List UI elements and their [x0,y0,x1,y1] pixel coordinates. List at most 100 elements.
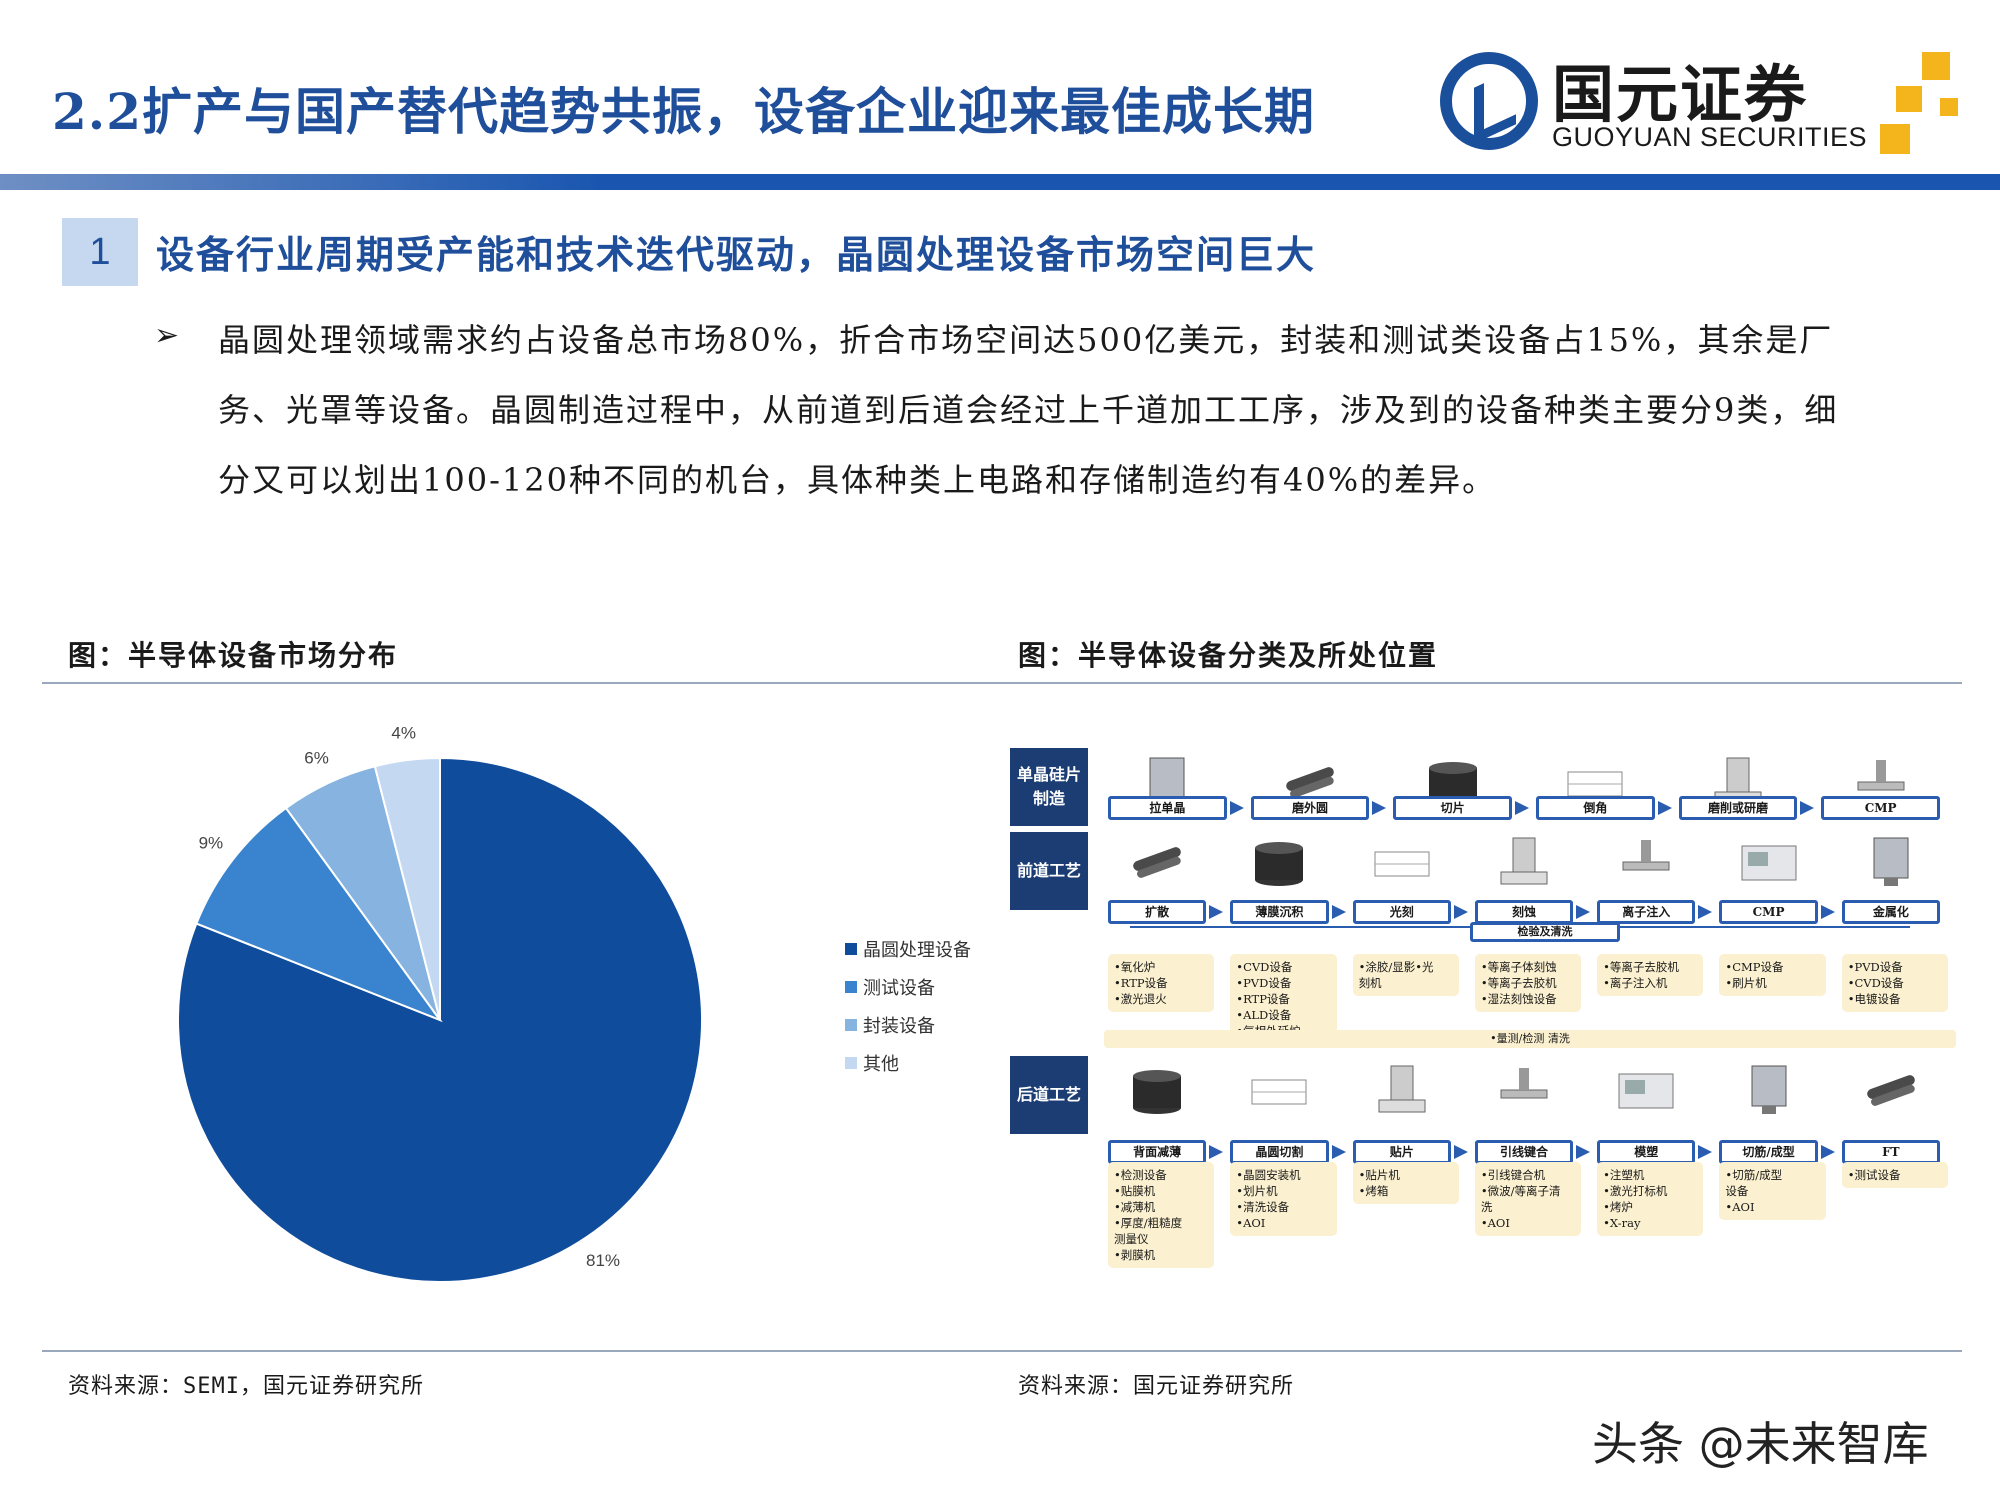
pie-data-label: 81% [586,1251,620,1270]
equipment-item: •电镀设备 [1847,992,1901,1006]
step-arrow-icon [1515,801,1529,815]
logo-square-icon [1896,86,1922,112]
equipment-item: •CMP设备 [1725,960,1784,974]
section-number: 1 [89,231,111,273]
logo-english-name: GUOYUAN SECURITIES [1552,122,1868,152]
legend-label: 晶圆处理设备 [863,940,971,961]
equipment-item: •氧化炉 [1114,960,1156,974]
pie-slice-2 [195,806,443,1023]
legend-item: 测试设备 [845,968,971,1006]
step-arrow-icon [1698,905,1713,919]
equipment-item: •减薄机 [1114,1200,1156,1214]
equipment-photo-icon [1489,832,1559,890]
equipment-list: •CMP设备 •刷片机 [1719,954,1826,996]
equipment-list: •晶圆安装机 •划片机 •清洗设备 •AOI [1230,1162,1337,1236]
arrow-bullet-icon: ➢ [154,318,180,353]
equipment-photo-icon [1856,832,1926,890]
equipment-photo-icon [1611,832,1681,890]
step-arrow-icon [1820,1145,1835,1159]
legend-item: 其他 [845,1044,971,1082]
equipment-item: •剥膜机 [1114,1248,1156,1262]
process-step: 磨外圆 [1250,796,1370,820]
step-arrow-icon [1800,801,1815,815]
equipment-photo-icon [1734,1060,1804,1118]
equipment-item: •涂胶/显影•光 [1358,960,1434,974]
figure-top-rule [42,682,1962,684]
process-step: 晶圆切割 [1230,1140,1329,1164]
process-step: 拉单晶 [1108,796,1227,820]
equipment-item: •微波/等离子清 [1480,1184,1561,1198]
legend-swatch [845,1057,857,1069]
equipment-item: •激光打标机 [1603,1184,1668,1198]
left-source-note: 资料来源：SEMI，国元证券研究所 [68,1374,424,1399]
logo-emblem-icon [1440,52,1538,150]
logo-square-icon [1940,98,1958,116]
equipment-list: •等离子体刻蚀 •等离子去胶机 •湿法刻蚀设备 [1474,954,1582,1012]
step-arrow-icon [1372,801,1387,815]
equipment-item: •AOI [1236,1216,1266,1230]
equipment-item: •PVD设备 [1236,976,1292,990]
process-step: 磨削或研磨 [1678,796,1798,820]
process-step: 背面减薄 [1108,1140,1207,1164]
pie-slice-4 [373,756,441,1021]
equipment-item: •引线键合机 [1480,1168,1546,1182]
equipment-list: •PVD设备 •CVD设备 •电镀设备 [1841,954,1948,1012]
process-step: 切片 [1393,796,1512,820]
equipment-item: •刷片机 [1725,976,1767,990]
equipment-photo-icon [1244,832,1314,890]
step-arrow-icon [1576,905,1591,919]
section-number-box: 1 [62,218,138,286]
right-figure-title: 图：半导体设备分类及所处位置 [1018,639,1439,672]
legend-swatch [845,981,857,993]
stage-label: 后道工艺 [1010,1056,1088,1134]
equipment-item: •切筋/成型 [1725,1168,1783,1182]
process-step: 扩散 [1108,900,1207,924]
legend-item: 封装设备 [845,1006,971,1044]
equipment-item: 洗 [1480,1200,1493,1214]
equipment-item: •AOI [1725,1200,1755,1214]
equipment-list: •等离子去胶机 •离子注入机 [1597,954,1704,996]
left-figure-title: 图：半导体设备市场分布 [68,639,399,672]
pie-legend: 晶圆处理设备测试设备封装设备其他 [845,930,971,1082]
process-step: 引线键合 [1474,1140,1574,1164]
process-step: FT [1841,1140,1940,1164]
process-step: 切筋/成型 [1719,1140,1818,1164]
legend-swatch [845,1019,857,1031]
equipment-item: •ALD设备 [1236,1008,1292,1022]
step-arrow-icon [1698,1145,1713,1159]
equipment-item: 刻机 [1358,976,1382,990]
process-step: 刻蚀 [1474,900,1574,924]
equipment-item: •X-ray [1603,1216,1641,1230]
equipment-item: 设备 [1725,1184,1749,1198]
equipment-item: •贴片机 [1358,1168,1400,1182]
process-step: CMP [1719,900,1818,924]
step-arrow-icon [1209,1145,1224,1159]
process-step: 薄膜沉积 [1230,900,1329,924]
equipment-item: •测试设备 [1847,1168,1901,1182]
watermark: 头条 @未来智库 [1592,1417,1929,1471]
step-arrow-icon [1209,905,1224,919]
header-bar [0,174,2000,190]
step-arrow-icon [1453,905,1468,919]
equipment-item: •烤箱 [1358,1184,1389,1198]
equipment-photo-icon [1734,832,1804,890]
equipment-item: •PVD设备 [1847,960,1903,974]
equipment-list: •检测设备 •贴膜机 •减薄机 •厚度/粗糙度 测量仪 •剥膜机 [1108,1162,1215,1268]
equipment-list: •注塑机 •激光打标机 •烤炉 •X-ray [1597,1162,1704,1236]
body-paragraph: 晶圆处理领域需求约占设备总市场80%，折合市场空间达500亿美元，封装和测试类设… [218,321,1839,499]
process-step: 贴片 [1352,1140,1451,1164]
pie-data-label: 9% [199,833,224,852]
section-title: 设备行业周期受产能和技术迭代驱动，晶圆处理设备市场空间巨大 [156,232,1317,277]
step-arrow-icon [1657,801,1672,815]
process-step: 金属化 [1841,900,1940,924]
legend-label: 封装设备 [863,1016,935,1037]
legend-label: 其他 [863,1054,899,1075]
equipment-item: •等离子去胶机 [1480,976,1557,990]
equipment-list: •切筋/成型 设备 •AOI [1719,1162,1826,1220]
figure-bottom-rule [42,1350,1962,1352]
equipment-photo-icon [1611,1060,1681,1118]
equipment-item: •厚度/粗糙度 [1114,1216,1183,1230]
equipment-item: •CVD设备 [1847,976,1904,990]
equipment-item: •CVD设备 [1236,960,1293,974]
equipment-photo-icon [1244,1060,1314,1118]
